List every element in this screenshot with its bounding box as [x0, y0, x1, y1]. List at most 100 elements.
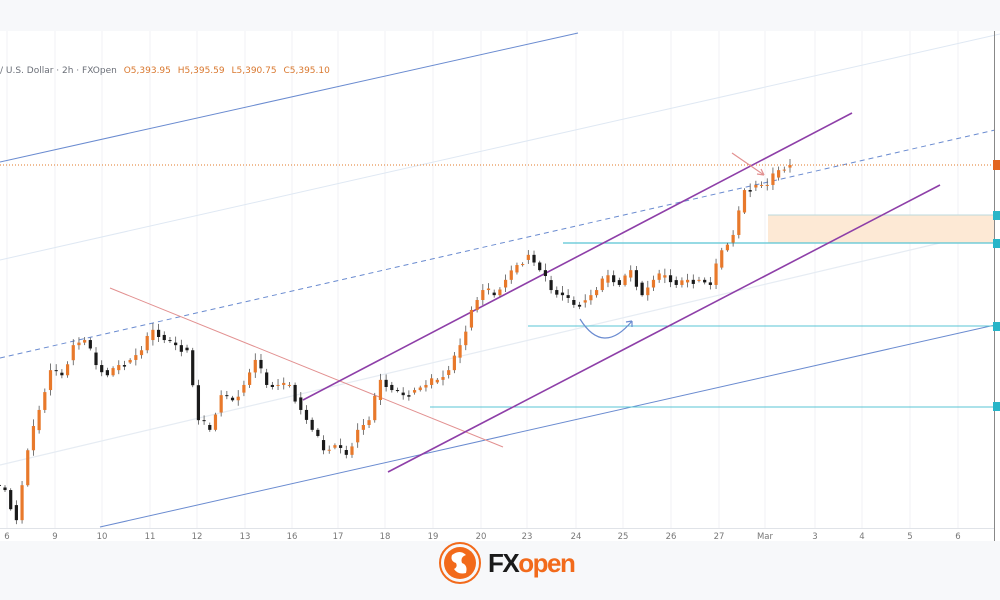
candle-body	[43, 392, 47, 410]
ohlc-high: H5,395.59	[177, 66, 225, 76]
candle-body	[208, 425, 212, 430]
candle-body	[242, 384, 246, 393]
price-marker-level-3	[993, 402, 1000, 411]
x-tick-label: 6	[4, 532, 9, 541]
candle-body	[560, 292, 565, 296]
candle-body	[629, 270, 633, 278]
candle-body	[623, 275, 627, 285]
chart-area[interactable]: 6 9 10 11 12 13 16 17 18 19 20 23 24 25 26 27 Mar 3 4 5 6 / …	[0, 31, 1000, 541]
x-tick-label: 11	[145, 532, 156, 541]
candle-body	[390, 384, 394, 391]
candle-body	[293, 384, 297, 402]
candle-body	[174, 342, 178, 346]
candle-body	[401, 392, 405, 396]
candle-body	[117, 365, 121, 371]
fxopen-logo: FXopen	[438, 541, 598, 587]
candle-body	[720, 250, 724, 268]
x-tick-label: 5	[907, 532, 912, 541]
candle-body	[168, 340, 172, 342]
candle-body	[737, 210, 741, 235]
candle-body	[697, 279, 701, 281]
candle-body	[515, 265, 519, 273]
x-tick-label: 27	[714, 532, 725, 541]
candle-body	[407, 395, 411, 397]
dashed-trendline	[0, 129, 996, 359]
price-marker-zone	[993, 211, 1000, 220]
candle-body	[333, 445, 337, 448]
candle-body	[310, 419, 314, 430]
candle-body	[538, 262, 542, 271]
candle-body	[304, 409, 309, 420]
candle-body	[777, 170, 781, 178]
candle-body	[731, 234, 735, 243]
candle-body	[441, 377, 445, 380]
candle-body	[646, 287, 650, 296]
candle-body	[299, 397, 303, 410]
candle-body	[447, 370, 451, 375]
candle-body	[9, 490, 13, 510]
chart-canvas[interactable]: 6 9 10 11 12 13 16 17 18 19 20 23 24 25 26 27 Mar 3 4 5 6	[0, 31, 1000, 541]
candle-body	[725, 244, 730, 251]
time-axis: 6 9 10 11 12 13 16 17 18 19 20 23 24 25 26 27 Mar 3 4 5 6	[4, 532, 960, 541]
candle-body	[572, 300, 576, 305]
candles	[0, 159, 792, 525]
candle-body	[532, 254, 536, 263]
x-tick-label: 10	[97, 532, 108, 541]
candle-body	[156, 329, 161, 337]
x-tick-label: 3	[812, 532, 817, 541]
candle-body	[492, 292, 496, 296]
candle-body	[657, 273, 661, 280]
x-tick-label: 4	[859, 532, 864, 541]
candle-body	[680, 280, 684, 285]
price-marker-current	[993, 160, 1000, 170]
x-tick-label: 26	[666, 532, 677, 541]
candle-body	[395, 390, 400, 392]
candle-body	[128, 359, 132, 363]
candle-body	[31, 426, 36, 451]
price-marker-level-1	[993, 239, 1000, 248]
candle-body	[276, 384, 280, 386]
candle-body	[20, 485, 24, 521]
candle-body	[759, 184, 764, 186]
candle-body	[94, 352, 98, 366]
candle-body	[139, 350, 144, 356]
symbol-title: / U.S. Dollar · 2h · FXOpen	[0, 66, 117, 76]
candle-body	[668, 275, 673, 283]
blue-trendline-top	[0, 32, 579, 163]
x-tick-label: 13	[240, 532, 251, 541]
candle-body	[162, 334, 166, 341]
x-tick-label: 12	[192, 532, 203, 541]
symbol-header: / U.S. Dollar · 2h · FXOpen O5,393.95 H5…	[0, 66, 330, 76]
candle-body	[321, 440, 326, 451]
blue-trendline-bottom	[99, 324, 996, 528]
candle-body	[765, 184, 769, 186]
candle-body	[71, 345, 75, 361]
candle-body	[543, 270, 547, 277]
x-tick-label: 18	[380, 532, 391, 541]
candle-body	[782, 169, 786, 171]
candle-body	[3, 487, 7, 491]
candle-body	[458, 345, 462, 358]
ohlc-close: C5,395.10	[283, 66, 330, 76]
candle-body	[430, 378, 434, 385]
candle-body	[83, 340, 87, 343]
candle-body	[219, 395, 223, 413]
candle-body	[577, 304, 582, 307]
candle-body	[509, 270, 513, 280]
candle-body	[771, 173, 775, 185]
candle-body	[225, 395, 229, 397]
x-tick-label: 19	[428, 532, 439, 541]
candle-body	[742, 190, 747, 213]
candle-body	[674, 280, 678, 285]
candle-body	[526, 254, 530, 260]
x-tick-label: 16	[287, 532, 298, 541]
candle-body	[640, 282, 644, 296]
candle-body	[316, 429, 320, 436]
candle-body	[708, 282, 712, 285]
candle-body	[0, 484, 1, 486]
candle-body	[714, 263, 718, 285]
x-tick-label: 17	[333, 532, 344, 541]
candle-body	[486, 288, 491, 291]
candle-body	[475, 300, 479, 310]
candle-body	[344, 450, 348, 455]
